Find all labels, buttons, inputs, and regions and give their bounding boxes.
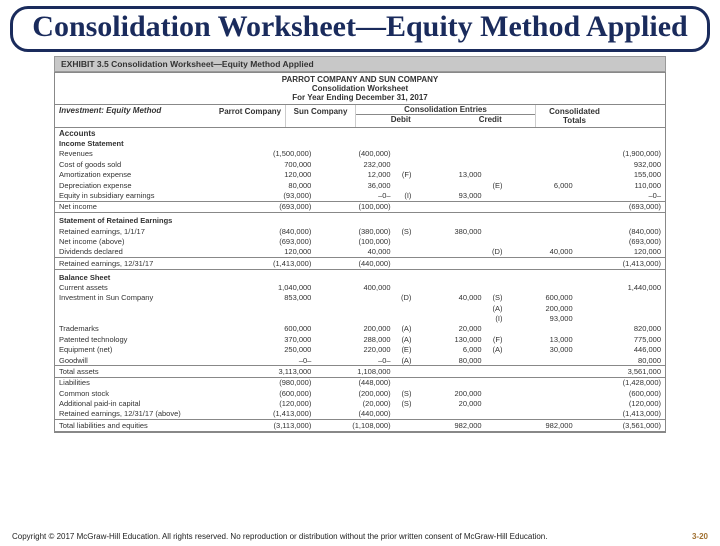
slide-title-box: Consolidation Worksheet—Equity Method Ap…	[10, 6, 710, 52]
table-row: Trademarks600,000200,000(A)20,000820,000	[55, 324, 665, 334]
period-label: For Year Ending December 31, 2017	[55, 93, 665, 102]
investment-method: Investment: Equity Method	[55, 105, 215, 127]
table-row: Liabilities(980,000)(448,000)(1,428,000)	[55, 377, 665, 388]
col-consol-entries: Consolidation Entries	[356, 105, 535, 115]
col-sun: Sun Company	[285, 105, 355, 127]
table-row: Revenues(1,500,000)(400,000)(1,900,000)	[55, 149, 665, 159]
table-row: Common stock(600,000)(200,000)(S)200,000…	[55, 388, 665, 398]
section-retained: Statement of Retained Earnings	[55, 216, 236, 226]
table-row: Total liabilities and equities(3,113,000…	[55, 420, 665, 431]
table-row: Retained earnings, 1/1/17(840,000)(380,0…	[55, 226, 665, 236]
table-row: (A)200,000	[55, 303, 665, 313]
table-row: Patented technology370,000288,000(A)130,…	[55, 334, 665, 344]
table-row: Retained earnings, 12/31/17 (above)(1,41…	[55, 409, 665, 420]
data-table: Income Statement Revenues(1,500,000)(400…	[55, 139, 665, 432]
accounts-header: Accounts	[55, 128, 215, 139]
worksheet-label: Consolidation Worksheet	[55, 84, 665, 93]
section-balance: Balance Sheet	[55, 272, 236, 282]
table-row: Net income(693,000)(100,000)(693,000)	[55, 201, 665, 212]
exhibit-label: EXHIBIT 3.5 Consolidation Worksheet—Equi…	[54, 56, 666, 72]
table-row: Additional paid-in capital(120,000)(20,0…	[55, 399, 665, 409]
table-row: Cost of goods sold700,000232,000932,000	[55, 159, 665, 169]
table-row: Equipment (net)250,000220,000(E)6,000(A)…	[55, 345, 665, 355]
table-row: (I)93,000	[55, 314, 665, 324]
table-row: Current assets1,040,000400,0001,440,000	[55, 282, 665, 292]
company-name: PARROT COMPANY AND SUN COMPANY	[55, 75, 665, 84]
table-row: Dividends declared120,00040,000(D)40,000…	[55, 247, 665, 258]
slide-title: Consolidation Worksheet—Equity Method Ap…	[21, 11, 699, 43]
col-debit: Debit	[356, 115, 446, 124]
table-row: Net income (above)(693,000)(100,000)(693…	[55, 236, 665, 246]
col-totals: Consolidated Totals	[535, 105, 613, 127]
table-row: Goodwill–0––0–(A)80,00080,000	[55, 355, 665, 366]
table-row: Depreciation expense80,00036,000(E)6,000…	[55, 180, 665, 190]
table-row: Investment in Sun Company853,000(D)40,00…	[55, 293, 665, 303]
col-credit: Credit	[446, 115, 536, 124]
consolidation-worksheet: PARROT COMPANY AND SUN COMPANY Consolida…	[54, 72, 666, 433]
table-row: Amortization expense120,00012,000(F)13,0…	[55, 170, 665, 180]
table-row: Equity in subsidiary earnings(93,000)–0–…	[55, 190, 665, 201]
table-row: Retained earnings, 12/31/17(1,413,000)(4…	[55, 258, 665, 269]
col-parrot: Parrot Company	[215, 105, 285, 127]
section-income: Income Statement	[55, 139, 236, 149]
table-row: Total assets3,113,0001,108,0003,561,000	[55, 366, 665, 377]
